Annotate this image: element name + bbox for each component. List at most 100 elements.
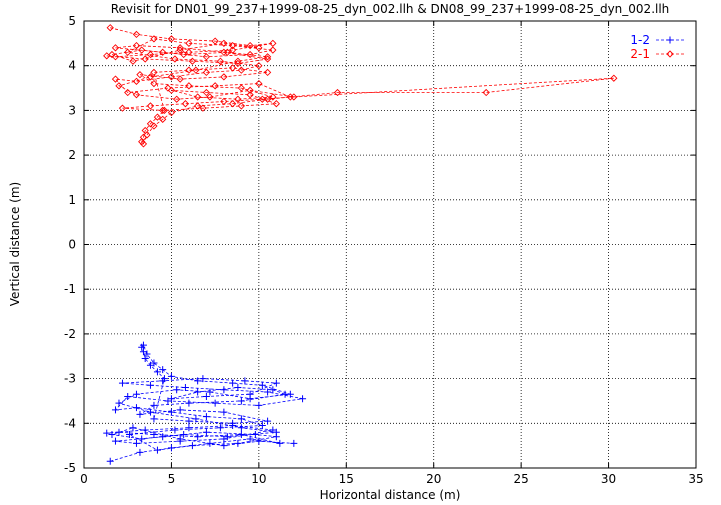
data-point [229,419,237,427]
data-point [202,68,211,77]
data-point [211,82,219,90]
data-point [153,446,161,454]
data-point [228,41,237,50]
x-axis-label: Horizontal distance (m) [320,488,461,502]
data-point [115,428,123,436]
data-point [246,435,254,443]
data-point [272,379,280,387]
data-point [188,57,197,65]
data-point [132,41,141,50]
data-point [150,79,158,88]
data-point [159,48,167,56]
data-point [180,50,188,59]
data-point [185,399,193,407]
y-tick-label: 1 [68,193,76,207]
data-point [129,57,137,65]
x-tick-label: 20 [426,472,441,486]
data-point [153,113,162,121]
data-point [136,71,144,79]
data-point [202,392,210,400]
data-point [237,415,245,423]
data-point [180,430,188,438]
data-point [171,55,179,63]
data-point [258,95,266,103]
data-point [237,424,245,432]
data-point [173,386,181,394]
data-point [159,366,167,374]
data-point [234,57,242,65]
data-point [150,415,158,423]
data-point [185,424,193,432]
grid [84,21,696,468]
data-point [220,442,228,450]
data-point [263,53,272,61]
x-tick-label: 25 [514,472,529,486]
data-point [115,82,123,90]
legend-marker [666,50,674,58]
data-point [251,430,259,438]
data-point [263,95,272,103]
x-tick-label: 30 [601,472,616,486]
data-point [228,46,237,54]
data-point [143,131,151,139]
data-point [290,439,298,447]
y-tick-label: -4 [64,416,76,430]
data-point [132,439,140,447]
data-point [150,122,158,130]
data-point [255,79,263,88]
data-point [115,399,123,407]
data-point [132,390,140,398]
data-point [234,95,242,103]
data-point [146,50,155,59]
data-point [185,417,193,425]
data-point [234,384,242,392]
data-point [276,439,284,447]
y-tick-label: -3 [64,372,76,386]
data-point [234,439,242,447]
data-point [206,388,214,396]
data-point [223,433,231,441]
data-point [129,424,137,432]
y-tick-label: -5 [64,461,76,475]
data-point [132,404,140,412]
y-axis-label: Vertical distance (m) [8,182,22,306]
data-point [167,35,176,43]
data-point [146,73,155,81]
legend: 1-22-1 [630,33,684,61]
data-point [255,62,263,70]
data-point [139,140,148,148]
data-point [237,430,245,438]
data-point [185,39,193,47]
data-point [199,375,207,383]
data-point [176,435,184,443]
data-point [185,82,193,90]
series-layer [103,24,618,465]
data-point [159,115,167,123]
data-point [118,104,127,112]
data-point [185,48,193,56]
data-point [167,372,175,380]
data-point [220,97,228,106]
y-axis-ticks: -5 -4 -3 -2 -1 0 1 2 3 4 5 [64,14,696,475]
data-point [246,395,254,403]
data-point [246,86,254,94]
x-tick-label: 5 [168,472,176,486]
data-point [333,88,342,97]
data-point [139,341,147,349]
data-point [228,64,237,72]
x-axis-ticks: 0 5 10 15 20 25 30 35 [80,21,704,486]
data-point [118,379,126,387]
data-point [124,392,132,400]
data-point [237,102,246,110]
x-tick-label: 0 [80,472,88,486]
data-point [153,368,161,376]
data-point [160,106,169,115]
data-point [269,46,277,54]
data-point [176,75,184,83]
data-point [136,448,144,456]
data-point [150,35,158,43]
data-point [138,46,146,54]
data-point [194,433,202,441]
data-point [146,381,154,389]
y-tick-label: -1 [64,282,76,296]
